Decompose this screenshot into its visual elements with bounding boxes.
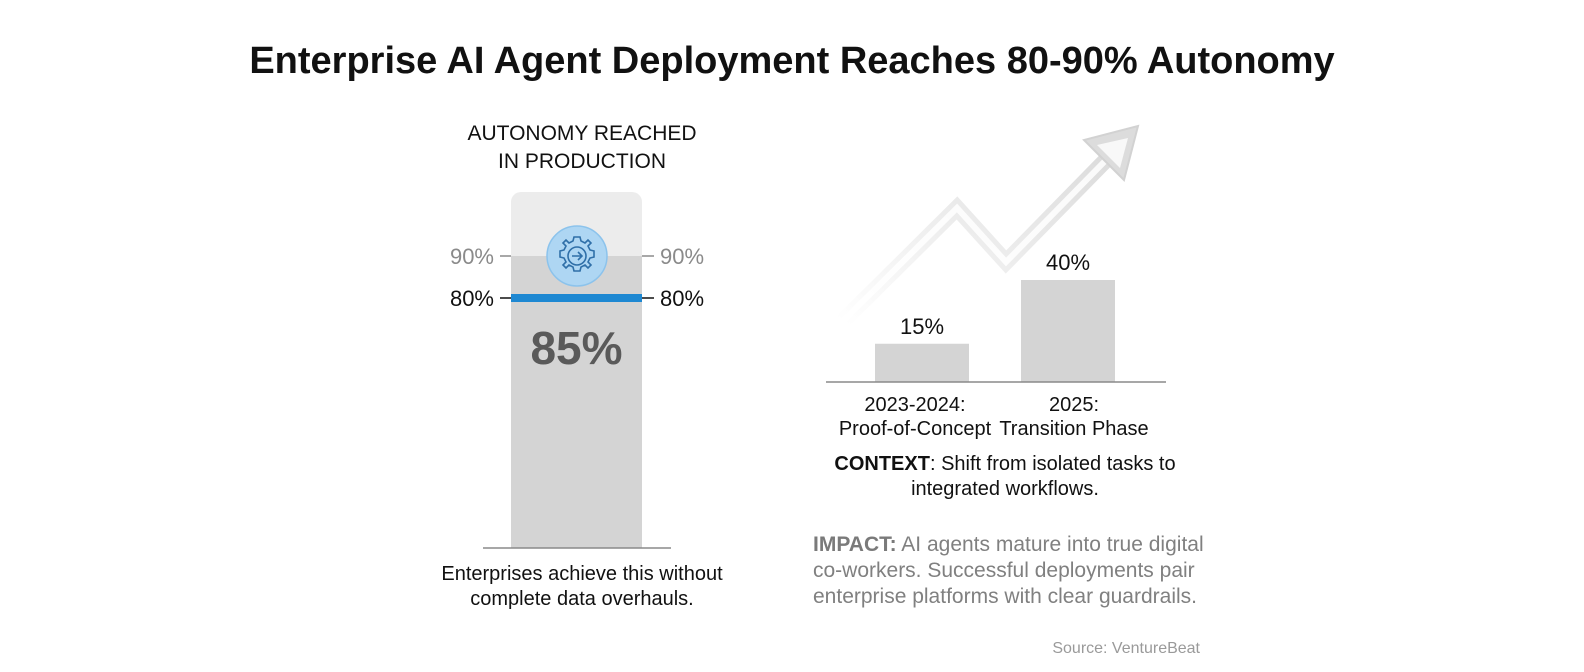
phase-category-label-1-line2: Proof-of-Concept (839, 418, 992, 440)
autonomy-heading-line2: IN PRODUCTION (498, 150, 666, 173)
impact-text-line3: enterprise platforms with clear guardrai… (813, 585, 1197, 608)
label-90-left: 90% (450, 244, 494, 269)
source-credit: Source: VentureBeat (1052, 640, 1200, 657)
label-80-left: 80% (450, 286, 494, 311)
autonomy-caption: Enterprises achieve this without complet… (400, 562, 764, 612)
gear-arrow-icon (546, 225, 608, 287)
phase-bar-value-label-2: 40% (1046, 250, 1090, 275)
impact-note: IMPACT: AI agents mature into true digit… (813, 532, 1243, 610)
phase-category-label-1-line1: 2023-2024: (864, 394, 965, 416)
impact-text-line1: AI agents mature into true digital (896, 533, 1204, 556)
label-90-right: 90% (660, 244, 704, 269)
autonomy-heading-line1: AUTONOMY REACHED (467, 122, 697, 145)
context-label: CONTEXT (834, 453, 930, 475)
phase-bar-chart: 15% 2023-2024:Proof-of-Concept 40% 2025:Tra… (839, 250, 1149, 440)
autonomy-caption-line1: Enterprises achieve this without (441, 563, 723, 585)
impact-text-line2: co-workers. Successful deployments pair (813, 559, 1195, 582)
autonomy-caption-line2: complete data overhauls. (470, 588, 694, 610)
phase-category-label-2-line2: Transition Phase (999, 418, 1148, 440)
label-80-right: 80% (660, 286, 704, 311)
autonomy-heading: AUTONOMY REACHED IN PRODUCTION (420, 120, 744, 176)
trend-arrow (836, 124, 1140, 328)
impact-label: IMPACT: (813, 533, 897, 556)
context-text-line1: : Shift from isolated tasks to (929, 453, 1176, 475)
context-text-line2: integrated workflows. (911, 478, 1099, 500)
phase-bar-value-label-1: 15% (900, 314, 944, 339)
autonomy-gauge: 90% 90% 80% 80% 85% (450, 192, 704, 549)
gauge-value-label: 85% (530, 322, 622, 374)
phase-bar-1 (875, 343, 969, 382)
context-note: CONTEXT: Shift from isolated tasks to in… (805, 452, 1205, 502)
page-title: Enterprise AI Agent Deployment Reaches 8… (249, 40, 1335, 82)
phase-category-label-2-line1: 2025: (1049, 394, 1099, 416)
phase-bar-2 (1021, 280, 1115, 382)
gauge-80-marker-line (511, 294, 642, 302)
gauge-fill (511, 256, 642, 548)
